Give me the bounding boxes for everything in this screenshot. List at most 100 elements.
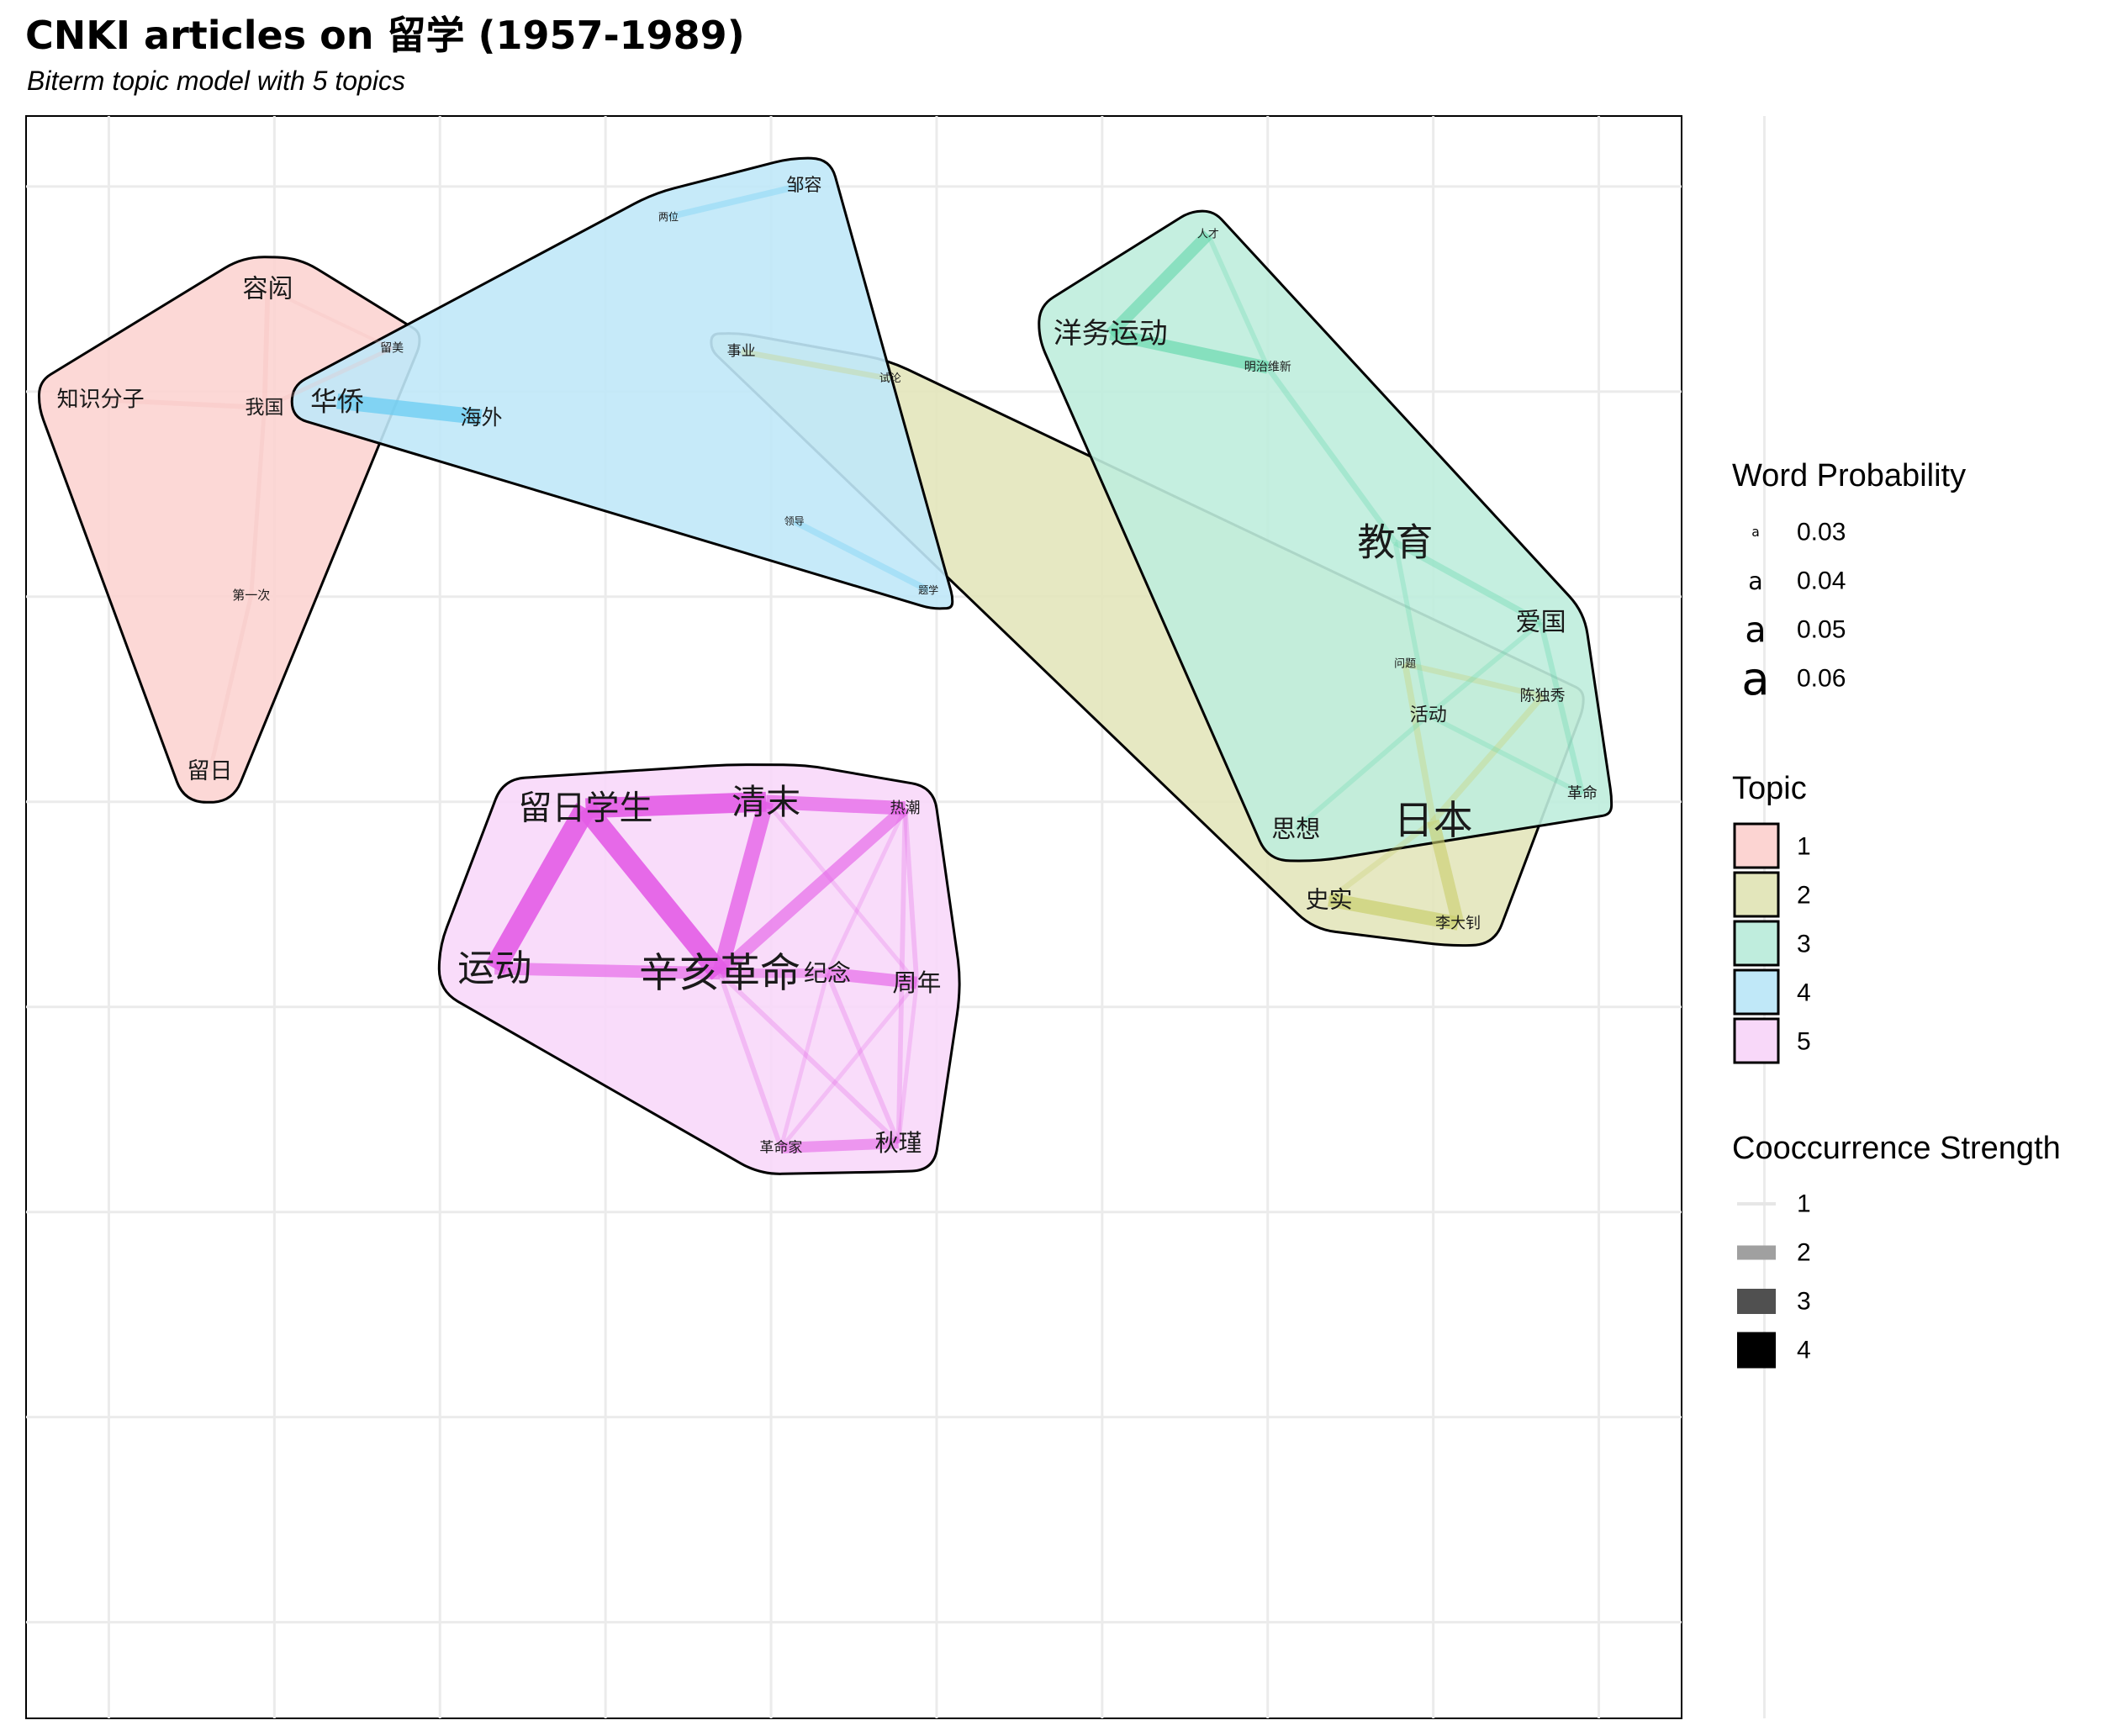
- edge-我国-第一次: [249, 407, 267, 596]
- word-label: 革命: [1567, 785, 1598, 803]
- legend-probability-glyph: a: [1751, 525, 1760, 540]
- edge-知识分子-我国: [100, 397, 265, 410]
- edge-纪念-革命家: [779, 973, 830, 1149]
- word-label: 教育: [1357, 520, 1433, 564]
- word-label: 活动: [1410, 704, 1447, 726]
- word-label: 留日: [187, 758, 233, 784]
- edge-领导-题学: [792, 518, 930, 594]
- edge-教育-活动: [1392, 541, 1431, 716]
- word-label: 李大钊: [1435, 915, 1481, 932]
- word-label: 容闳: [242, 274, 293, 303]
- legend-cooccurrence-label: 4: [1797, 1337, 1811, 1364]
- legend-topic-key-4: [1733, 968, 1780, 1016]
- word-label: 留美: [380, 341, 404, 355]
- edge-日本-陈独秀: [1430, 694, 1545, 824]
- word-label: 留日学生: [519, 789, 653, 827]
- legend-probability-glyph: a: [1745, 609, 1767, 651]
- legend-cooccurrence-label: 2: [1797, 1239, 1811, 1267]
- edge-教育-爱国: [1393, 539, 1543, 625]
- chart-subtitle: Biterm topic model with 5 topics: [27, 66, 405, 96]
- legend-probability: Word Probability a 0.03 a 0.04 a 0.05 a 0.06: [1732, 458, 1966, 705]
- legend-probability-label: 0.04: [1797, 567, 1846, 595]
- edge-我国-留美: [263, 346, 393, 410]
- legend-probability-label: 0.06: [1797, 665, 1846, 693]
- word-label: 人才: [1197, 229, 1219, 241]
- word-label: 我国: [246, 397, 284, 419]
- legend-cooccurrence-key: [1737, 1289, 1776, 1314]
- edge-日本-问题: [1402, 663, 1437, 822]
- edge-留日学生-辛亥革命: [577, 801, 728, 980]
- edge-辛亥革命-秋瑾: [718, 971, 900, 1145]
- word-label: 知识分子: [57, 387, 145, 412]
- word-label: 思想: [1271, 815, 1320, 843]
- legend-cooccurrence-label: 3: [1797, 1288, 1811, 1316]
- legend-probability-label: 0.05: [1797, 616, 1846, 644]
- word-label: 辛亥革命: [639, 950, 800, 997]
- legend-cooccurrence: Cooccurrence Strength 1 2 3 4: [1732, 1131, 2061, 1369]
- edge-热潮-周年: [902, 808, 920, 984]
- legend-topic-label: 5: [1797, 1028, 1811, 1056]
- edge-容闳-留美: [267, 288, 393, 351]
- legend-probability-glyph: a: [1748, 567, 1763, 595]
- chart-title: CNKI articles on 留学 (1957-1989): [25, 13, 745, 58]
- edge-留日学生-运动: [485, 803, 595, 974]
- legend: Word Probability a 0.03 a 0.04 a 0.05 a 0.06 To…: [1732, 458, 2061, 1369]
- word-label: 日本: [1394, 798, 1473, 844]
- legend-topic-title: Topic: [1732, 771, 1807, 806]
- word-label: 第一次: [232, 588, 270, 603]
- legend-topic-key-5: [1733, 1017, 1780, 1064]
- word-label: 史实: [1306, 886, 1353, 914]
- edge-活动-思想: [1294, 713, 1430, 831]
- word-label: 华侨: [310, 385, 364, 417]
- word-label: 问题: [1394, 657, 1416, 670]
- legend-topic-key-2: [1733, 871, 1780, 918]
- edge-第一次-留日: [208, 594, 254, 773]
- word-label: 运动: [457, 947, 531, 989]
- edge-两位-邹容: [668, 182, 805, 220]
- edge-清末-周年: [764, 800, 919, 984]
- edge-洋务运动-明治维新: [1109, 327, 1270, 374]
- edge-爱国-革命: [1538, 621, 1586, 795]
- edge-纪念-秋瑾: [825, 972, 901, 1144]
- legend-probability-title: Word Probability: [1732, 458, 1966, 493]
- word-label: 周年: [892, 968, 941, 997]
- word-label: 洋务运动: [1054, 317, 1168, 351]
- word-label: 秋瑾: [875, 1129, 922, 1157]
- edge-容闳-我国: [261, 288, 271, 408]
- edge-问题-陈独秀: [1404, 661, 1544, 699]
- edge-活动-革命: [1427, 713, 1584, 796]
- edge-运动-辛亥革命: [494, 962, 721, 980]
- word-label: 革命家: [759, 1139, 802, 1156]
- legend-topic-label: 1: [1797, 833, 1811, 861]
- legend-cooccurrence-key: [1737, 1202, 1776, 1206]
- edge-明治维新-教育: [1265, 366, 1398, 544]
- topic-hull-4: [290, 156, 954, 610]
- edge-日本-史实: [1327, 818, 1435, 902]
- topic-hull-3: [1038, 209, 1613, 863]
- word-label: 纪念: [804, 959, 851, 987]
- legend-topic-key-3: [1733, 920, 1780, 967]
- legend-probability-label: 0.03: [1797, 519, 1846, 546]
- edge-革命家-秋瑾: [780, 1137, 899, 1153]
- word-label: 两位: [658, 210, 679, 223]
- edge-热潮-纪念: [825, 807, 907, 974]
- word-label: 明治维新: [1244, 361, 1291, 374]
- cooccurrence-edges: [100, 182, 1586, 1153]
- edge-纪念-周年: [827, 967, 918, 989]
- edge-日本-李大钊: [1427, 819, 1465, 926]
- edge-事业-试论: [741, 348, 891, 382]
- legend-cooccurrence-title: Cooccurrence Strength: [1732, 1131, 2061, 1166]
- legend-topic-label: 4: [1797, 979, 1811, 1007]
- edge-辛亥革命-热潮: [716, 803, 910, 979]
- edge-周年-秋瑾: [896, 982, 919, 1144]
- edge-史实-李大钊: [1328, 892, 1460, 931]
- legend-cooccurrence-key: [1737, 1332, 1776, 1369]
- word-label: 陈独秀: [1520, 687, 1566, 704]
- edge-清末-辛亥革命: [712, 799, 774, 976]
- word-label: 清末: [731, 782, 800, 822]
- legend-topic-label: 3: [1797, 931, 1811, 958]
- edge-留日学生-清末: [585, 791, 767, 819]
- edge-华侨-海外: [336, 393, 483, 425]
